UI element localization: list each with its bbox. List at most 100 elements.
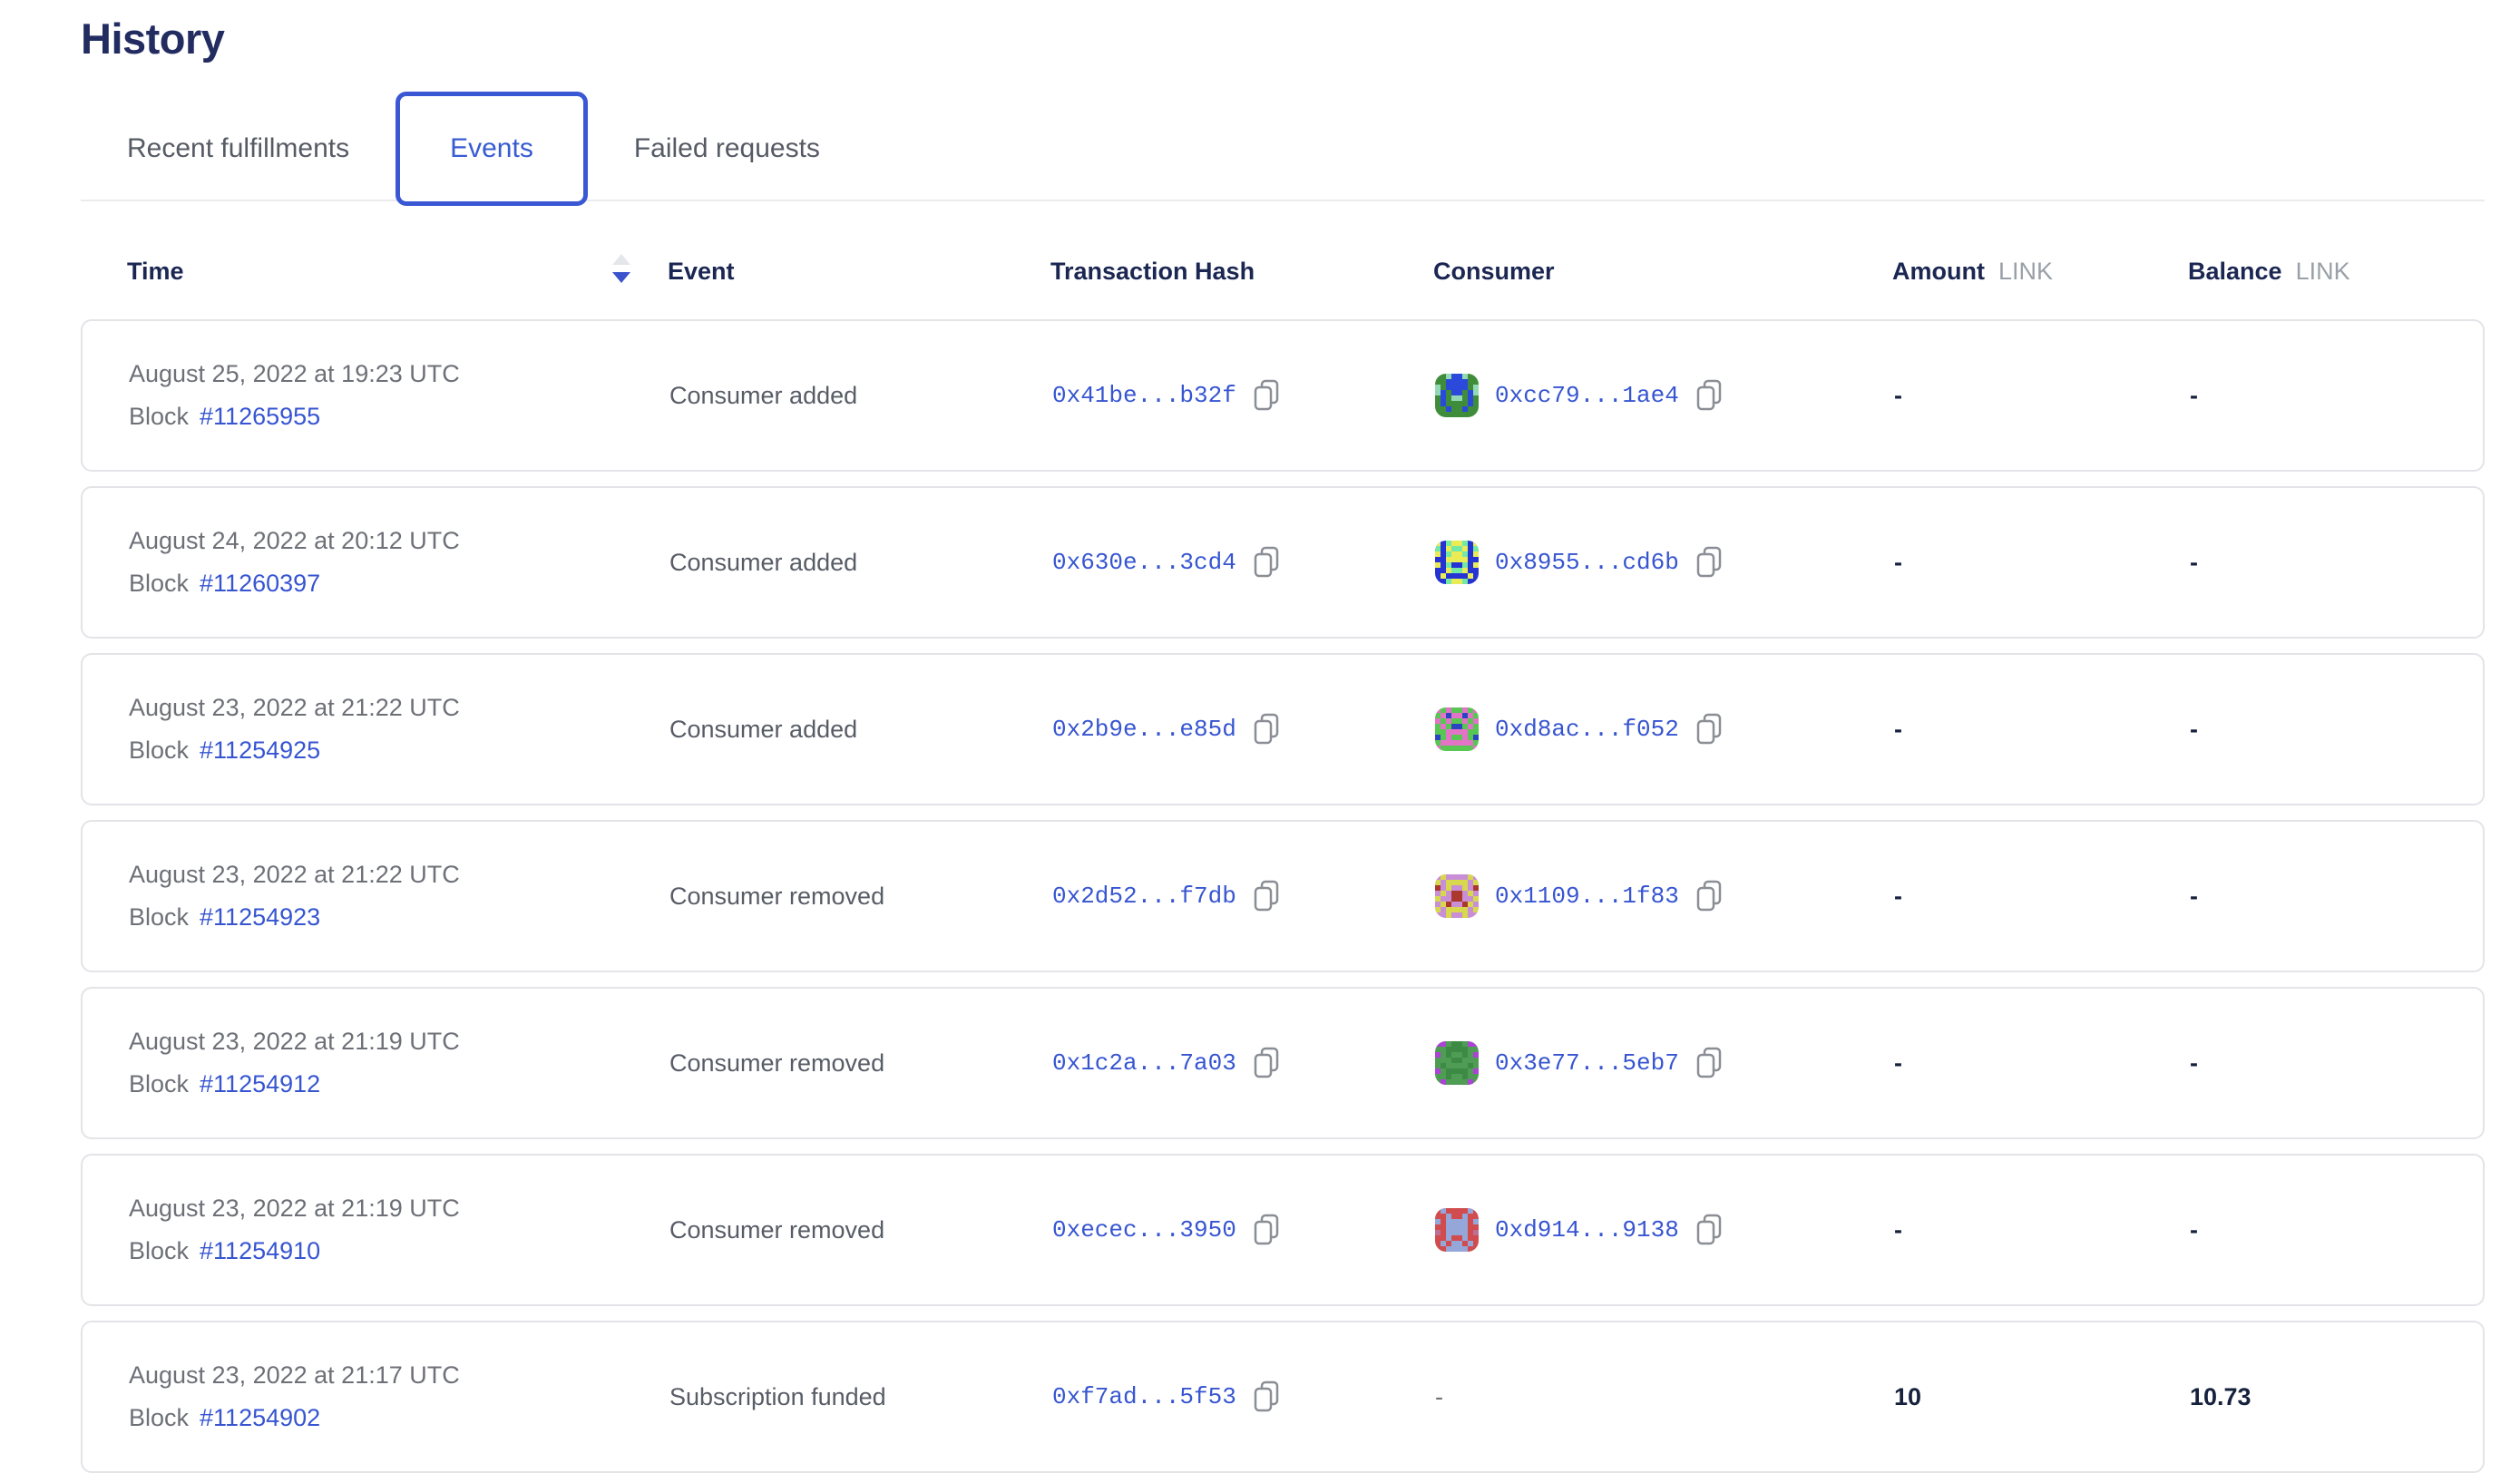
amount-cell: 10 xyxy=(1894,1382,1922,1410)
block-number-link[interactable]: #11265955 xyxy=(200,403,321,430)
transaction-hash-link[interactable]: 0x630e...3cd4 xyxy=(1052,549,1236,576)
time-cell: August 23, 2022 at 21:22 UTC Block #1125… xyxy=(129,694,669,765)
transaction-hash-cell: 0x2d52...f7db xyxy=(1052,879,1435,913)
time-cell: August 24, 2022 at 20:12 UTC Block #1126… xyxy=(129,527,669,598)
transaction-hash-link[interactable]: 0x41be...b32f xyxy=(1052,382,1236,409)
block-label: Block xyxy=(129,1404,190,1431)
consumer-empty-dash: - xyxy=(1435,1382,1443,1410)
transaction-copy-icon[interactable] xyxy=(1253,1046,1280,1080)
amount-cell: - xyxy=(1894,548,1902,576)
consumer-copy-icon[interactable] xyxy=(1695,545,1723,580)
block-label: Block xyxy=(129,1070,190,1097)
row-date: August 23, 2022 at 21:22 UTC xyxy=(129,861,460,888)
event-cell: Consumer removed xyxy=(669,1049,885,1077)
consumer-address-link[interactable]: 0x3e77...5eb7 xyxy=(1495,1049,1679,1077)
block-number-link[interactable]: #11254923 xyxy=(200,903,321,931)
consumer-avatar xyxy=(1435,374,1479,417)
transaction-hash-link[interactable]: 0xecec...3950 xyxy=(1052,1216,1236,1244)
column-header-consumer: Consumer xyxy=(1433,257,1555,285)
consumer-address-link[interactable]: 0x8955...cd6b xyxy=(1495,549,1679,576)
transaction-hash-link[interactable]: 0x2d52...f7db xyxy=(1052,883,1236,910)
consumer-avatar xyxy=(1435,1208,1479,1252)
transaction-hash-cell: 0x1c2a...7a03 xyxy=(1052,1046,1435,1080)
tab-events[interactable]: Events xyxy=(396,92,588,206)
transaction-copy-icon[interactable] xyxy=(1253,879,1280,913)
consumer-copy-icon[interactable] xyxy=(1695,378,1723,413)
amount-cell: - xyxy=(1894,1049,1902,1077)
block-number-link[interactable]: #11254910 xyxy=(200,1237,321,1264)
sort-descending-icon[interactable] xyxy=(611,251,631,292)
row-date: August 24, 2022 at 20:12 UTC xyxy=(129,527,460,554)
tab-failed-requests[interactable]: Failed requests xyxy=(588,91,866,207)
block-label: Block xyxy=(129,403,190,430)
amount-cell: - xyxy=(1894,715,1902,743)
balance-cell: - xyxy=(2190,381,2198,409)
block-number-link[interactable]: #11254912 xyxy=(200,1070,321,1097)
balance-cell: 10.73 xyxy=(2190,1382,2251,1410)
tab-recent-fulfillments[interactable]: Recent fulfillments xyxy=(81,91,396,207)
balance-cell: - xyxy=(2190,1049,2198,1077)
time-cell: August 23, 2022 at 21:17 UTC Block #1125… xyxy=(129,1361,669,1432)
consumer-copy-icon[interactable] xyxy=(1695,712,1723,746)
time-cell: August 23, 2022 at 21:22 UTC Block #1125… xyxy=(129,861,669,932)
event-rows: August 25, 2022 at 19:23 UTC Block #1126… xyxy=(81,319,2485,1473)
column-header-balance: Balance LINK xyxy=(2188,257,2350,285)
transaction-copy-icon[interactable] xyxy=(1253,545,1280,580)
block-number-link[interactable]: #11260397 xyxy=(200,570,321,597)
block-number-link[interactable]: #11254902 xyxy=(200,1404,321,1431)
transaction-hash-cell: 0xf7ad...5f53 xyxy=(1052,1380,1435,1414)
row-date: August 23, 2022 at 21:19 UTC xyxy=(129,1195,460,1222)
consumer-cell: 0x8955...cd6b - xyxy=(1435,541,1894,584)
column-header-event: Event xyxy=(668,257,735,285)
consumer-cell: 0xd914...9138 - xyxy=(1435,1208,1894,1252)
table-row: August 23, 2022 at 21:22 UTC Block #1125… xyxy=(81,820,2485,972)
transaction-hash-link[interactable]: 0x1c2a...7a03 xyxy=(1052,1049,1236,1077)
transaction-copy-icon[interactable] xyxy=(1253,1380,1280,1414)
table-row: August 23, 2022 at 21:19 UTC Block #1125… xyxy=(81,1154,2485,1306)
tab-bar: Recent fulfillments Events Failed reques… xyxy=(81,91,2485,207)
event-cell: Subscription funded xyxy=(669,1382,886,1410)
time-cell: August 23, 2022 at 21:19 UTC Block #1125… xyxy=(129,1028,669,1098)
transaction-hash-link[interactable]: 0xf7ad...5f53 xyxy=(1052,1383,1236,1410)
transaction-hash-cell: 0x41be...b32f xyxy=(1052,378,1435,413)
consumer-cell: 0x3e77...5eb7 - xyxy=(1435,1041,1894,1085)
block-label: Block xyxy=(129,1237,190,1264)
balance-unit-label: LINK xyxy=(2295,257,2350,285)
consumer-address-link[interactable]: 0xd8ac...f052 xyxy=(1495,716,1679,743)
consumer-copy-icon[interactable] xyxy=(1695,1213,1723,1247)
consumer-address-link[interactable]: 0xcc79...1ae4 xyxy=(1495,382,1679,409)
column-header-amount: Amount LINK xyxy=(1892,257,2054,285)
balance-cell: - xyxy=(2190,882,2198,910)
column-header-time[interactable]: Time xyxy=(127,251,668,292)
amount-cell: - xyxy=(1894,381,1902,409)
tab-divider xyxy=(81,200,2485,201)
transaction-copy-icon[interactable] xyxy=(1253,712,1280,746)
event-cell: Consumer added xyxy=(669,381,858,409)
block-number-link[interactable]: #11254925 xyxy=(200,736,321,764)
row-date: August 25, 2022 at 19:23 UTC xyxy=(129,360,460,387)
consumer-address-link[interactable]: 0x1109...1f83 xyxy=(1495,883,1679,910)
consumer-address-link[interactable]: 0xd914...9138 xyxy=(1495,1216,1679,1244)
table-row: August 24, 2022 at 20:12 UTC Block #1126… xyxy=(81,486,2485,639)
transaction-copy-icon[interactable] xyxy=(1253,378,1280,413)
consumer-avatar xyxy=(1435,707,1479,751)
table-header-row: Time Event Transaction Hash Consumer Amo… xyxy=(81,243,2485,299)
table-row: August 25, 2022 at 19:23 UTC Block #1126… xyxy=(81,319,2485,472)
transaction-hash-link[interactable]: 0x2b9e...e85d xyxy=(1052,716,1236,743)
consumer-cell: 0xd8ac...f052 - xyxy=(1435,707,1894,751)
consumer-copy-icon[interactable] xyxy=(1695,879,1723,913)
table-row: August 23, 2022 at 21:17 UTC Block #1125… xyxy=(81,1321,2485,1473)
transaction-copy-icon[interactable] xyxy=(1253,1213,1280,1247)
consumer-cell: - - xyxy=(1435,1383,1894,1411)
consumer-cell: 0xcc79...1ae4 - xyxy=(1435,374,1894,417)
block-label: Block xyxy=(129,903,190,931)
table-row: August 23, 2022 at 21:22 UTC Block #1125… xyxy=(81,653,2485,805)
event-cell: Consumer removed xyxy=(669,882,885,910)
consumer-copy-icon[interactable] xyxy=(1695,1046,1723,1080)
consumer-avatar xyxy=(1435,1041,1479,1085)
balance-cell: - xyxy=(2190,715,2198,743)
column-header-transaction-hash: Transaction Hash xyxy=(1050,257,1255,285)
balance-cell: - xyxy=(2190,1215,2198,1244)
block-label: Block xyxy=(129,736,190,764)
